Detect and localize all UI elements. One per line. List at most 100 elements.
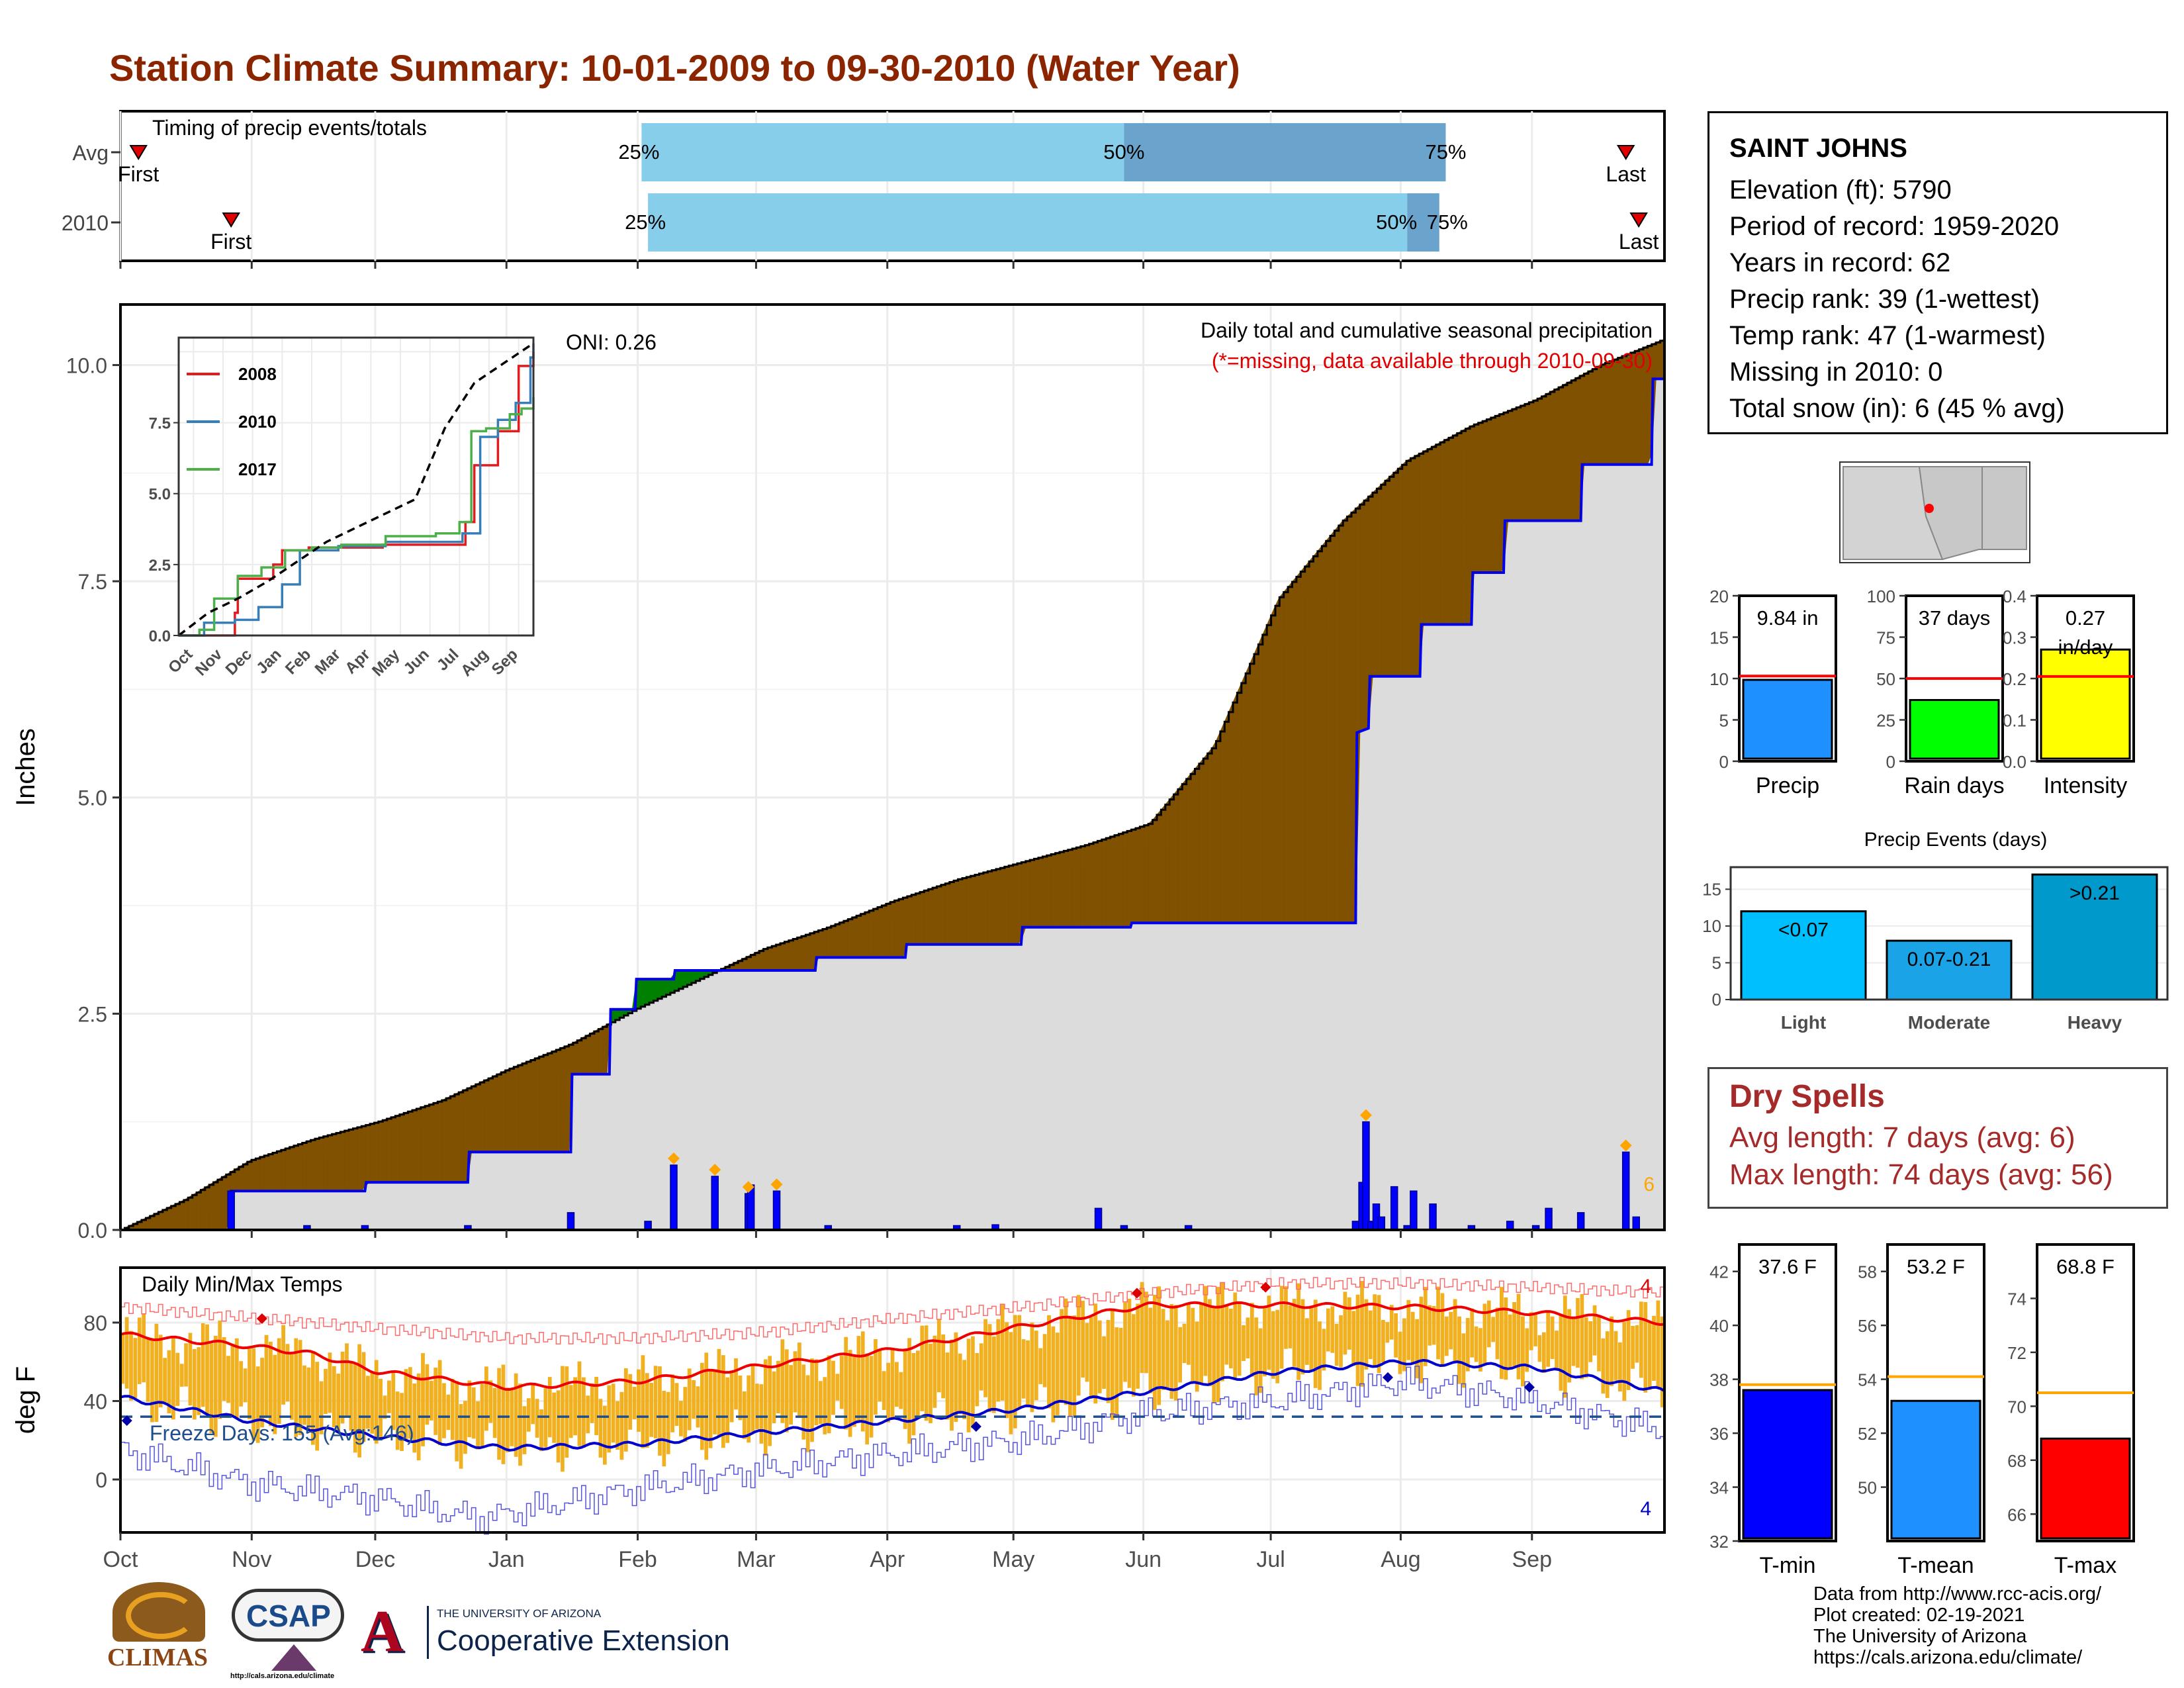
tmax-gauge-name: T-max: [2054, 1553, 2116, 1578]
tmin-gauge-y-tick-label: 34: [1709, 1478, 1729, 1498]
intensity-gauge-name: Intensity: [2044, 773, 2128, 798]
station-info-box: SAINT JOHNS Elevation (ft): 5790 Period …: [1707, 111, 2168, 434]
precip-y-tick-label: 2.5: [78, 1002, 107, 1026]
raindays-gauge: 0 25 50 75 100 Rain days 37 days: [1867, 586, 2005, 798]
precip-events-category-label: Light: [1781, 1012, 1826, 1033]
inset-legend-label: 2017: [238, 459, 277, 479]
tmax-gauge-y-tick-label: 68: [2007, 1451, 2026, 1471]
inset-y-tick-label: 7.5: [149, 415, 171, 433]
snow-marker: [709, 1163, 721, 1176]
station-precip-rank: Precip rank: 39 (1-wettest): [1729, 285, 2040, 314]
precip-y-tick-label: 5.0: [78, 786, 107, 810]
month-x-tick-label: Nov: [232, 1547, 271, 1572]
timing-bar-q25-q50: [641, 123, 1124, 181]
timing-bar-q50-q75: [1124, 123, 1446, 181]
precip-events-title: Precip Events (days): [1864, 829, 2048, 851]
dry-spells-avg: Avg length: 7 days (avg: 6): [1729, 1121, 2075, 1154]
daily-precip-bar: [711, 1176, 719, 1231]
daily-precip-bar: [670, 1164, 678, 1231]
tmean-gauge-y-tick-label: 54: [1858, 1370, 1877, 1390]
month-x-tick-label: Dec: [355, 1547, 395, 1572]
precip-events-bar: [1740, 910, 1867, 1001]
record-low-count: 4: [1640, 1498, 1651, 1520]
precip-y-tick-label: 10.0: [66, 353, 107, 377]
precip-events-y-tick-label: 15: [1702, 879, 1721, 899]
dry-spells-title: Dry Spells: [1729, 1079, 1885, 1114]
tmax-gauge: 66 68 70 72 74 T-max 68.8 F: [2007, 1243, 2135, 1578]
intensity-gauge-unit-label: in/day: [2058, 635, 2113, 659]
month-x-tick-label: Sep: [1512, 1547, 1553, 1572]
inset-series-2010: [179, 343, 535, 637]
daily-precip-bar: [1390, 1186, 1398, 1231]
daily-precip-bar: [1410, 1190, 1418, 1231]
tmean-gauge-bar: [1890, 1399, 1981, 1540]
precip-events-frame: [1729, 866, 2169, 1001]
intensity-gauge-y-tick-label: 0.4: [2003, 586, 2026, 606]
last-event-label: Last: [1619, 230, 1659, 254]
daily-precip-bar: [567, 1212, 575, 1231]
footer-line-data: Data from http://www.rcc-acis.org/: [1813, 1583, 2102, 1605]
tmean-gauge-y-tick-label: 50: [1858, 1478, 1877, 1498]
daily-precip-bar: [1362, 1121, 1370, 1231]
precip-2010-cumulative-line: [120, 377, 1664, 1231]
precip-events-y-tick-label: 10: [1702, 916, 1721, 936]
month-x-tick-label: Aug: [1381, 1547, 1421, 1572]
month-x-tick-label: Jan: [488, 1547, 525, 1572]
ua-small-text: THE UNIVERSITY OF ARIZONA: [437, 1607, 602, 1620]
raindays-gauge-y-tick-label: 100: [1867, 586, 1895, 606]
temp-panel: Freeze Days: 155 (Avg:146) 4 4 Daily Min/Ma…: [11, 1266, 1666, 1572]
station-name: SAINT JOHNS: [1729, 134, 1907, 163]
timing-pct50: 50%: [1103, 140, 1144, 164]
timing-pct50: 50%: [1376, 211, 1417, 234]
month-x-tick-label: Mar: [737, 1547, 776, 1572]
station-missing: Missing in 2010: 0: [1729, 357, 1943, 387]
daily-precip-bar: [1377, 1216, 1386, 1231]
map-state-main: [1918, 466, 2027, 561]
station-period: Period of record: 1959-2020: [1729, 212, 2060, 241]
snow-marker: [742, 1181, 754, 1194]
precip-gauge-bar: [1742, 679, 1833, 760]
precip-gauge-y-tick-label: 10: [1709, 669, 1729, 689]
timing-pct25: 25%: [625, 211, 666, 234]
footer-line-url: https://cals.arizona.edu/climate/: [1813, 1647, 2083, 1668]
inset-y-tick-label: 5.0: [149, 486, 171, 504]
tmin-gauge-y-tick-label: 32: [1709, 1532, 1729, 1552]
snow-marker: [1359, 1109, 1372, 1121]
avg-min-temp-line: [120, 1358, 1665, 1452]
precip-gauge-y-tick-label: 20: [1709, 586, 1729, 606]
intensity-gauge: 0.0 0.1 0.2 0.3 0.4 Intensity 0.27 in/day: [2003, 586, 2135, 798]
avg-max-temp-line: [120, 1301, 1665, 1391]
month-x-tick-label: Oct: [103, 1547, 138, 1572]
record-low-marker: [121, 1415, 132, 1427]
timing-label: Timing of precip events/totals: [152, 116, 427, 140]
raindays-gauge-y-tick-label: 75: [1876, 628, 1895, 648]
temp-y-tick-label: 0: [95, 1468, 107, 1492]
precip-panel: 6 0.0 2.5 5.0 7.5 10.0 Inches Daily total and c…: [11, 303, 1666, 1243]
precip-events-category-label: Heavy: [2068, 1012, 2122, 1033]
month-x-tick-label: Jun: [1125, 1547, 1161, 1572]
raindays-gauge-y-tick-label: 0: [1886, 752, 1895, 772]
tmin-gauge-value-label: 37.6 F: [1758, 1255, 1817, 1278]
csap-logo-text: CSAP: [246, 1599, 331, 1633]
record-high-marker: [1131, 1288, 1142, 1299]
record-low-marker: [1524, 1382, 1535, 1393]
tmin-gauge-y-tick-label: 42: [1709, 1262, 1729, 1282]
raindays-gauge-y-tick-label: 25: [1876, 711, 1895, 731]
timing-pct25: 25%: [618, 140, 659, 164]
ua-big-text: Cooperative Extension: [437, 1624, 730, 1657]
temp-y-axis-label: deg F: [11, 1366, 40, 1434]
precip-missing-note: (*=missing, data available through 2010-…: [1212, 349, 1653, 373]
last-event-marker: [1616, 145, 1635, 160]
tmin-gauge-y-tick-label: 40: [1709, 1316, 1729, 1336]
precip-panel-frame: [119, 303, 1666, 1231]
month-x-tick-label: Apr: [870, 1547, 905, 1572]
footer-credits: Data from http://www.rcc-acis.org/ Plot …: [1813, 1583, 2101, 1668]
record-high-line: [120, 1277, 1665, 1345]
precip-gauge: 0 5 10 15 20 Precip 9.84 in: [1709, 586, 1837, 798]
precip-gauge-y-tick-label: 5: [1719, 711, 1729, 731]
tmax-gauge-y-tick-label: 70: [2007, 1397, 2026, 1417]
state-map: [1839, 461, 2030, 563]
record-low-marker: [1383, 1372, 1394, 1383]
precip-gauge-value-label: 9.84 in: [1756, 606, 1818, 630]
